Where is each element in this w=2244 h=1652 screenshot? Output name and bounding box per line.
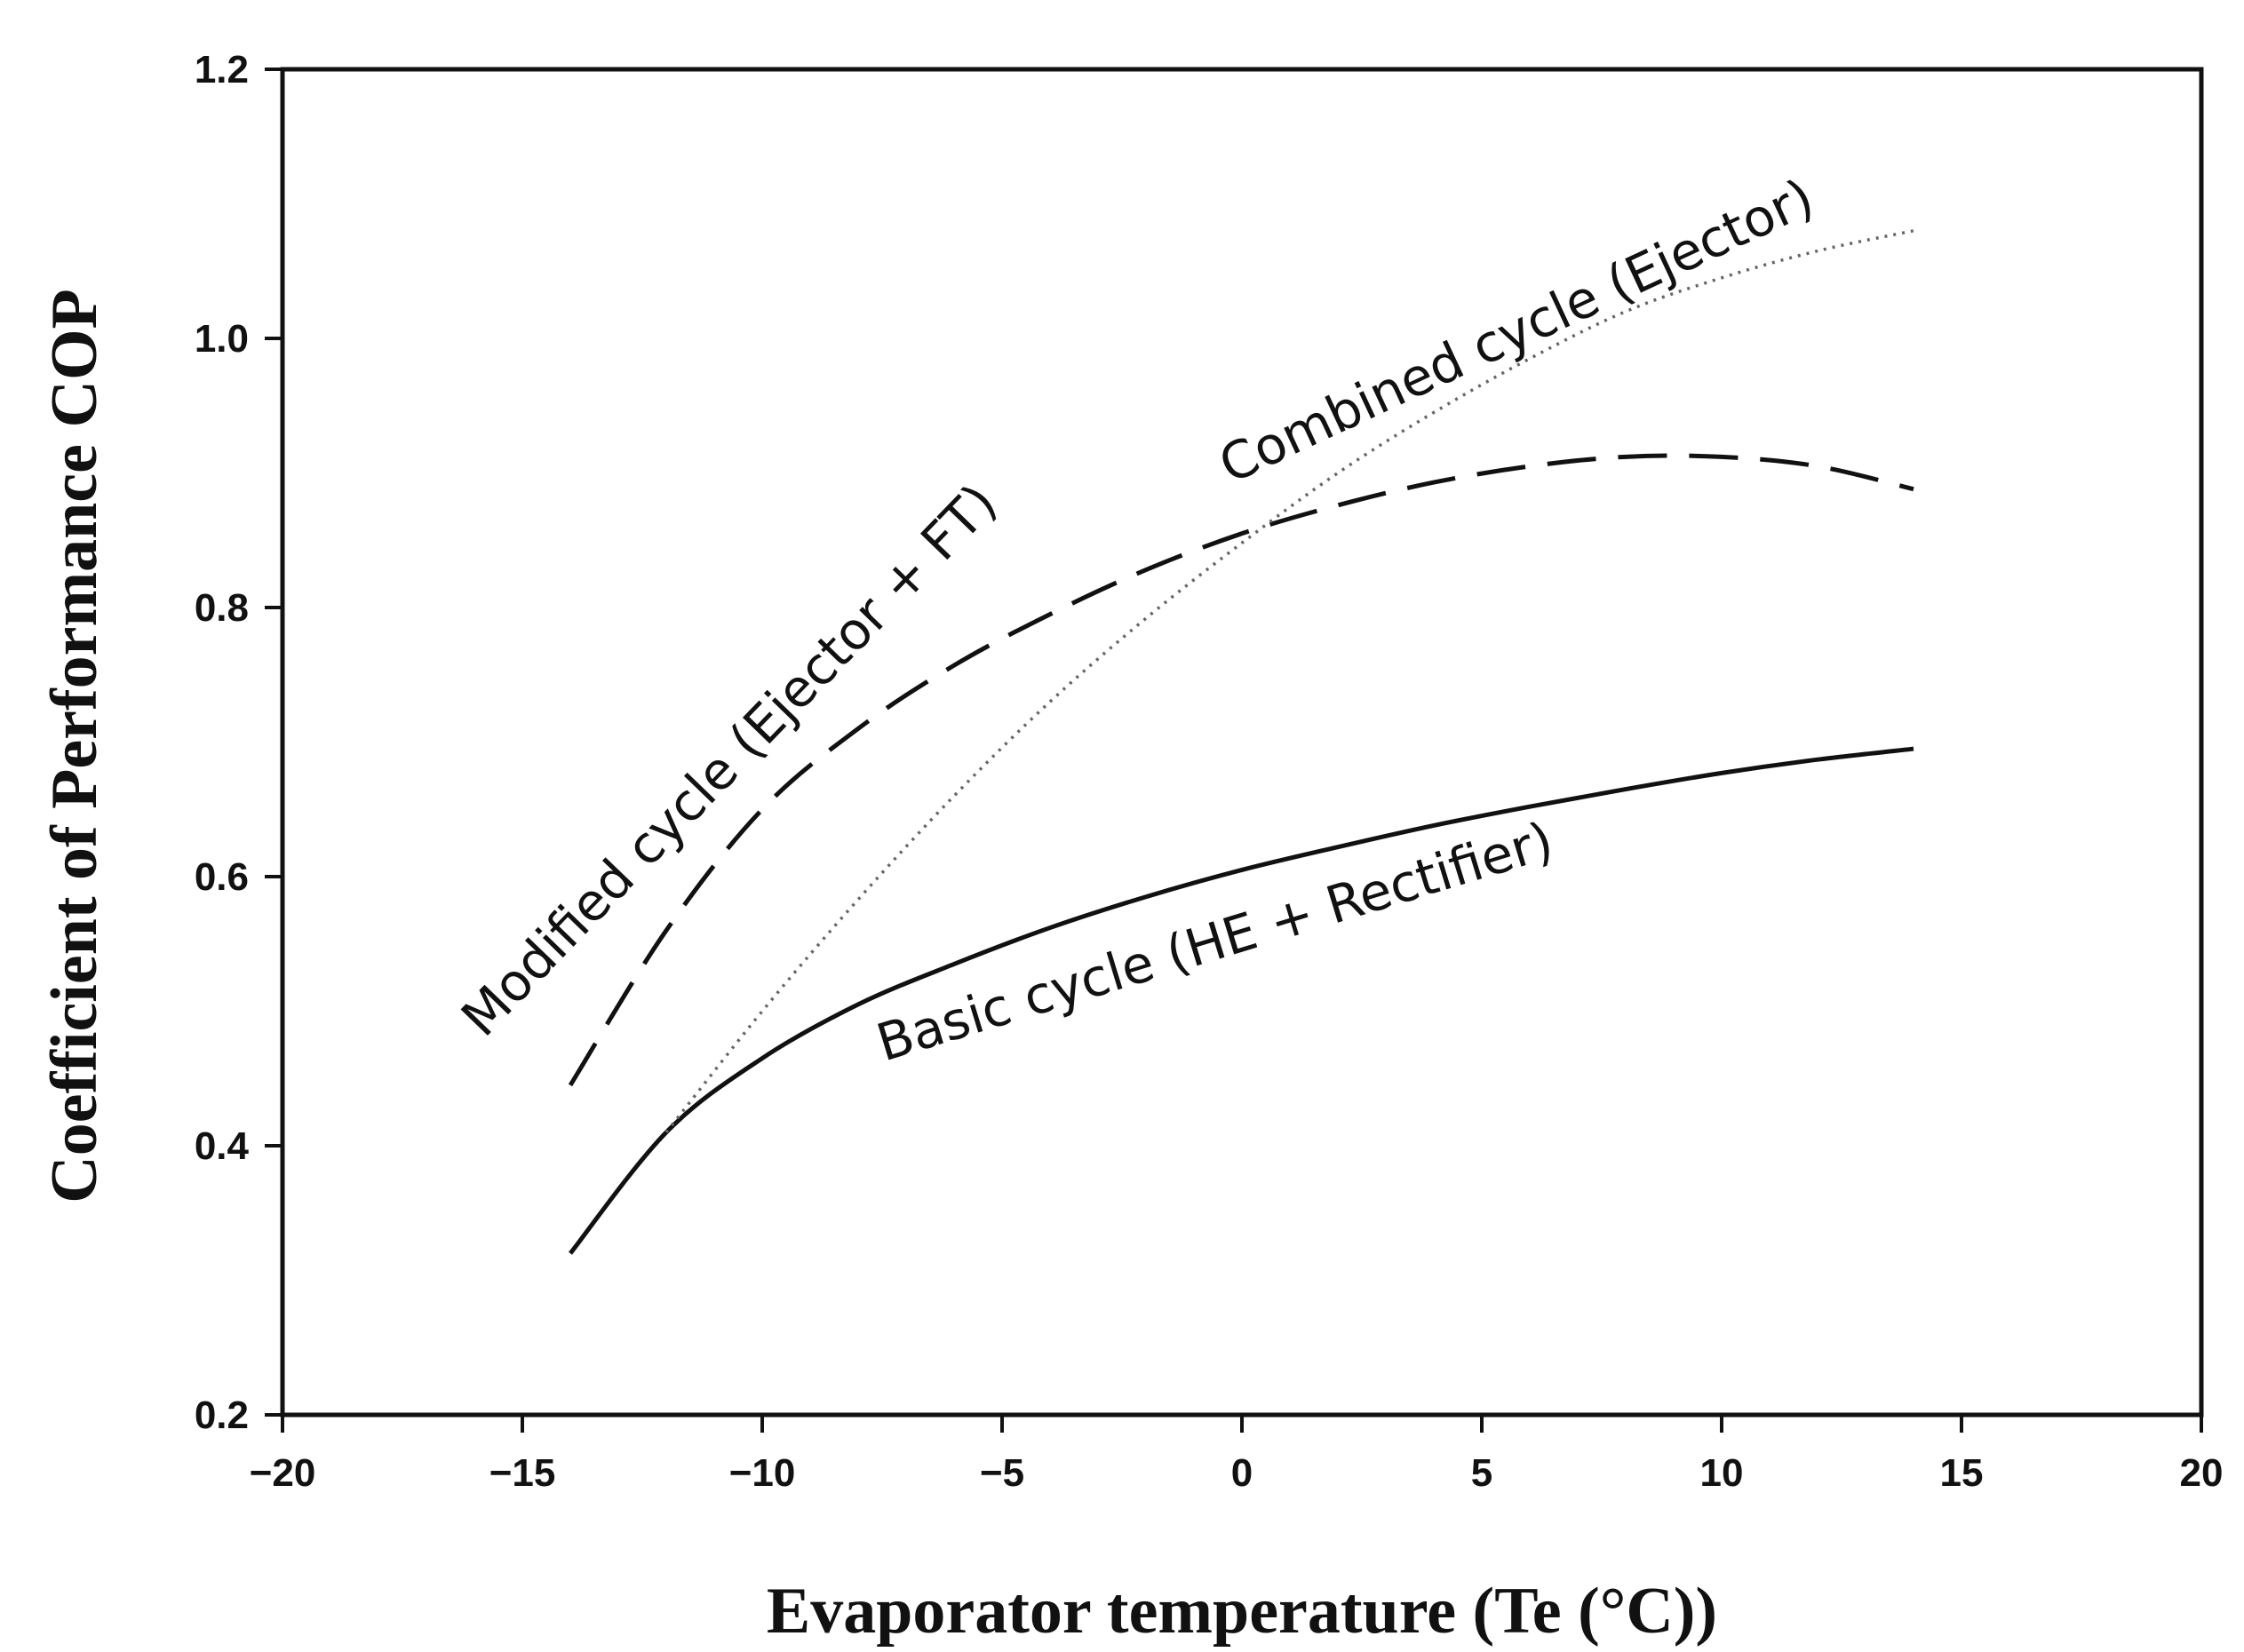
- annotation-modified-cycle: Modified cycle (Ejector + FT): [450, 473, 1008, 1048]
- series-layer: [568, 229, 1914, 1255]
- series-line-solid: [569, 746, 1914, 1255]
- y-tick-label: 1.0: [195, 317, 249, 361]
- x-tick-label: −15: [489, 1451, 556, 1495]
- x-axis: −20 −15 −10 −5 0 5 10 15 20: [250, 1415, 2224, 1495]
- y-axis: 0.2 0.4 0.6 0.8 1.0 1.2: [195, 48, 282, 1437]
- plot-frame: [280, 67, 2204, 1418]
- x-tick-label: 10: [1700, 1451, 1744, 1495]
- x-tick-label: 5: [1471, 1451, 1492, 1495]
- x-tick-label: 0: [1231, 1451, 1253, 1495]
- x-tick-label: −10: [729, 1451, 796, 1495]
- y-tick-label: 0.6: [195, 855, 249, 899]
- series-line-dotted: [664, 229, 1914, 1133]
- y-axis-title: Coefficient of Performance COP: [38, 289, 111, 1203]
- series-line-dashed: [568, 453, 1914, 1087]
- y-tick-label: 0.2: [195, 1394, 249, 1437]
- x-axis-title: Evaporator temperature (Te (°C)): [767, 1575, 1717, 1648]
- annotation-combined-cycle: Combined cycle (Ejector): [1210, 167, 1823, 496]
- annotation-basic-cycle: Basic cycle (HE + Rectifier): [870, 810, 1560, 1073]
- x-tick-label: −5: [980, 1451, 1024, 1495]
- x-tick-label: −20: [250, 1451, 316, 1495]
- y-tick-label: 1.2: [195, 48, 249, 91]
- x-tick-label: 20: [2180, 1451, 2224, 1495]
- y-tick-label: 0.8: [195, 586, 249, 630]
- x-tick-label: 15: [1940, 1451, 1984, 1495]
- y-tick-label: 0.4: [195, 1124, 250, 1168]
